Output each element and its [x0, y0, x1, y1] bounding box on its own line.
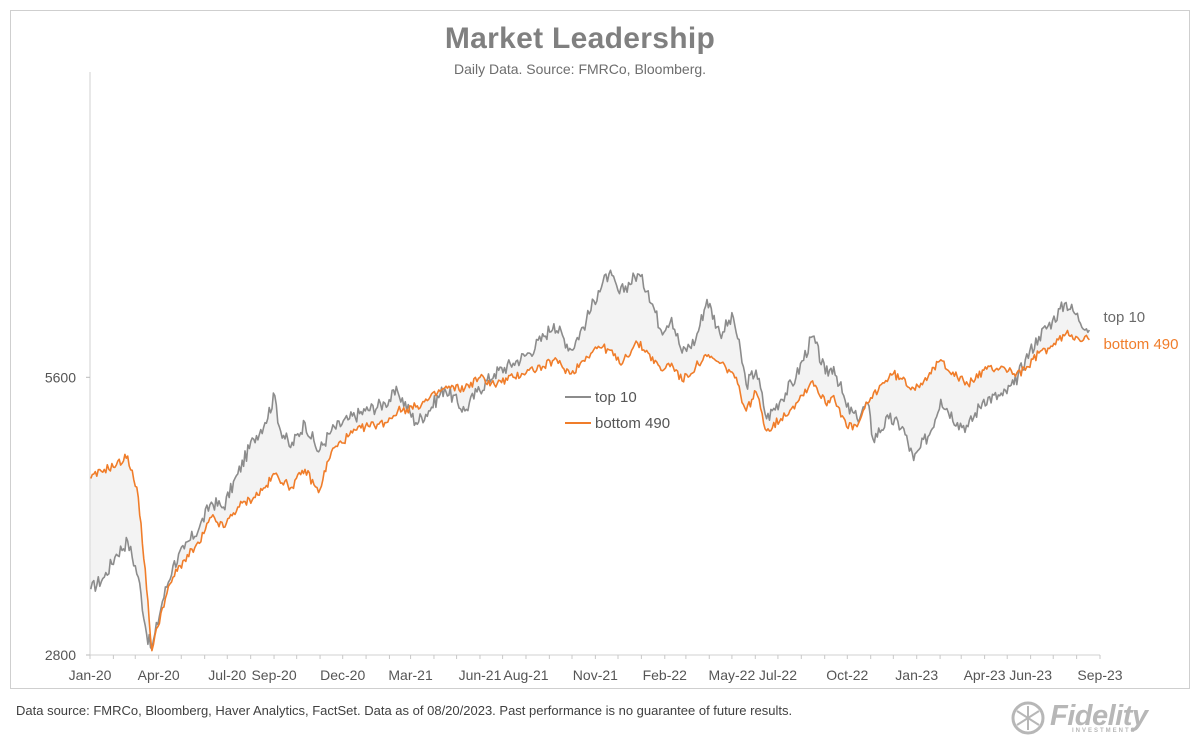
end-label-top-10: top 10	[1103, 309, 1145, 326]
x-tick-label: Jan-23	[895, 667, 938, 683]
series-line-top-10	[90, 269, 1091, 651]
x-tick-label: Feb-22	[643, 667, 688, 683]
fidelity-shield-icon	[1011, 701, 1045, 735]
x-tick-label: Mar-21	[388, 667, 433, 683]
y-tick-label: 5600	[45, 369, 76, 385]
x-tick-label: Sep-20	[251, 667, 296, 683]
x-tick-label: Nov-21	[573, 667, 618, 683]
series-line-bottom-490	[90, 329, 1090, 652]
data-source-footnote: Data source: FMRCo, Bloomberg, Haver Ana…	[16, 703, 793, 718]
y-tick-label: 2800	[45, 647, 76, 663]
chart-title: Market Leadership	[444, 22, 716, 55]
x-tick-label: Jun-23	[1009, 667, 1052, 683]
chart-frame	[10, 10, 1190, 689]
x-tick-label: May-22	[709, 667, 756, 683]
fidelity-logo: Fidelity INVESTMENTS	[1008, 700, 1188, 738]
x-tick-label: Aug-21	[503, 667, 548, 683]
legend-label-top-10: top 10	[595, 389, 637, 406]
legend-label-bottom-490: bottom 490	[595, 415, 670, 432]
end-label-bottom-490: bottom 490	[1103, 336, 1178, 353]
x-tick-label: Jul-22	[759, 667, 797, 683]
x-tick-label: Apr-20	[138, 667, 180, 683]
x-tick-label: Sep-23	[1077, 667, 1122, 683]
x-tick-label: Apr-23	[964, 667, 1006, 683]
x-tick-label: Jan-20	[69, 667, 112, 683]
logo-subtext: INVESTMENTS	[1072, 728, 1137, 734]
x-tick-label: Jun-21	[459, 667, 502, 683]
logo-wordmark: Fidelity	[1050, 700, 1148, 732]
x-tick-label: Oct-22	[826, 667, 868, 683]
chart-subtitle: Daily Data. Source: FMRCo, Bloomberg.	[453, 61, 707, 77]
x-tick-label: Jul-20	[208, 667, 246, 683]
spread-shading	[90, 270, 1090, 651]
x-tick-label: Dec-20	[320, 667, 365, 683]
line-chart: 2800 5600 Jan-20 Apr-20 Jul-20 Sep-20 Dec-20 Ma…	[45, 72, 1179, 683]
